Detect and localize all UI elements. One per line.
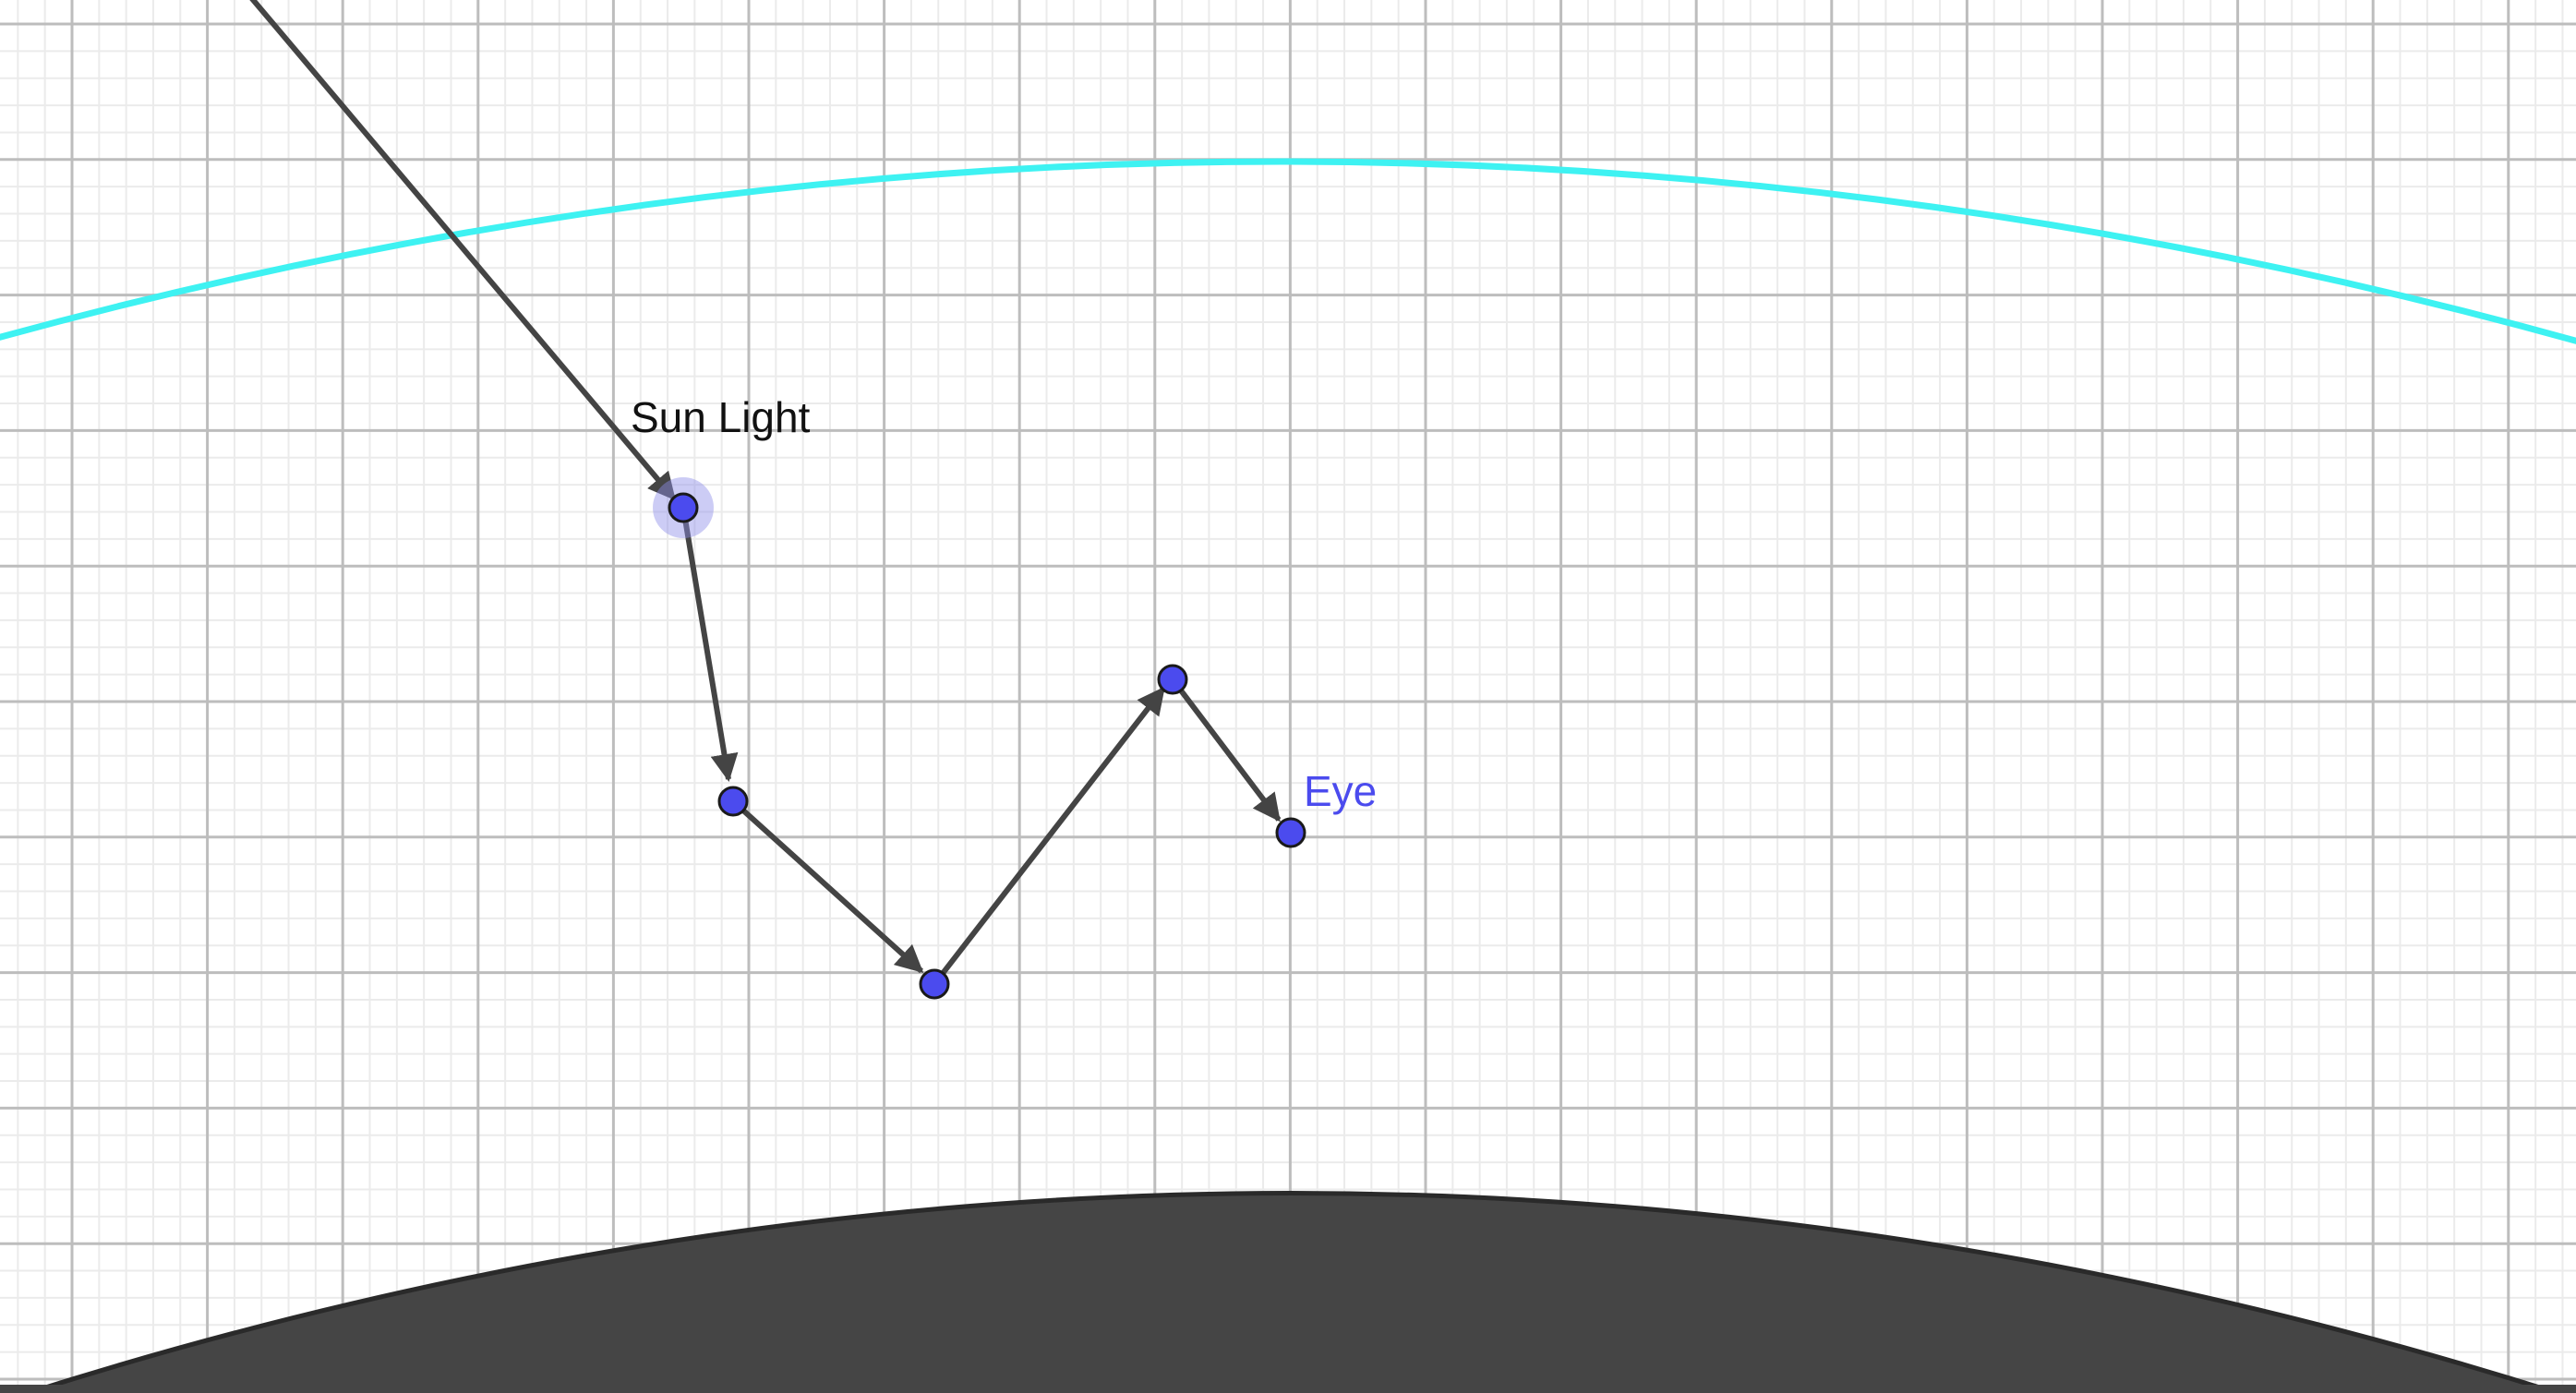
ray-segment-1: [680, 507, 739, 782]
scatter-points: [653, 477, 1306, 1000]
scatter-point-3[interactable]: [1157, 664, 1188, 695]
planet-surface-base: [0, 1385, 2576, 1393]
eye-point[interactable]: [1275, 817, 1306, 848]
sun-light-label: Sun Light: [631, 393, 811, 441]
incoming-sun-ray: [249, 0, 677, 501]
atmosphere-boundary-arc: [0, 158, 2576, 344]
eye-label: Eye: [1304, 767, 1377, 815]
ray-segment-3: [932, 686, 1166, 986]
scatter-point-2[interactable]: [919, 968, 950, 1000]
light-ray-path: [249, 0, 1282, 986]
planet-surface: [0, 1191, 2558, 1393]
sun-entry-point[interactable]: [668, 492, 699, 523]
ray-segment-2: [730, 799, 924, 974]
scatter-point-1[interactable]: [717, 786, 749, 817]
ray-segment-4: [1170, 678, 1282, 823]
